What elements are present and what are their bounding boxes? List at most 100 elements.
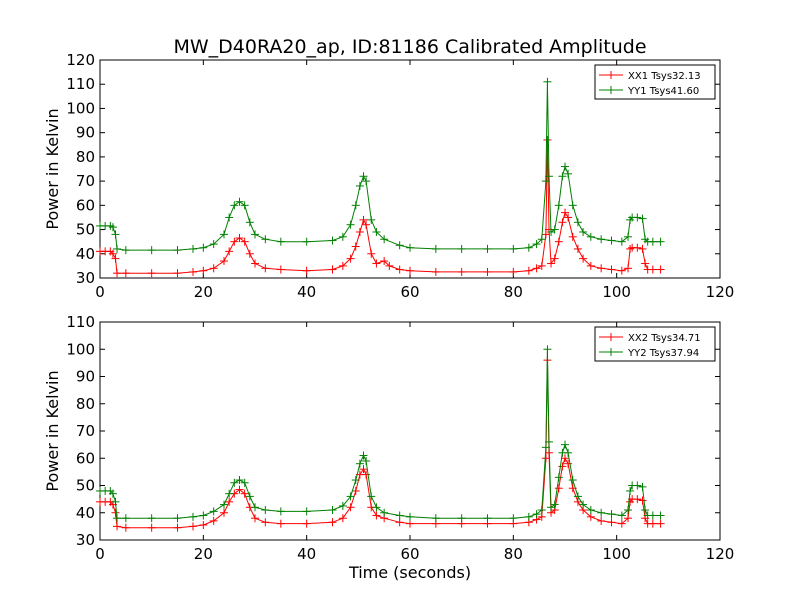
legend-box <box>594 64 716 100</box>
data-point <box>633 495 642 504</box>
data-point <box>359 465 368 474</box>
data-point <box>121 269 130 278</box>
data-point <box>245 218 254 227</box>
data-point <box>483 267 492 276</box>
data-point <box>111 254 120 263</box>
data-point <box>261 264 270 273</box>
data-point <box>509 267 518 276</box>
data-point <box>225 213 234 222</box>
data-point <box>173 269 182 278</box>
y-tick-label: 110 <box>66 75 95 93</box>
data-point <box>648 519 657 528</box>
data-point <box>573 244 582 253</box>
data-point <box>220 500 228 509</box>
data-point <box>199 521 208 530</box>
data-point <box>251 230 259 239</box>
data-point <box>607 510 616 519</box>
data-point <box>558 218 567 227</box>
data-point <box>338 232 347 241</box>
data-point <box>554 237 563 246</box>
data-point <box>199 243 208 252</box>
data-point <box>220 230 228 239</box>
legend-label: XX1 Tsys32.13 <box>628 71 701 82</box>
y-tick-label: 50 <box>76 221 95 239</box>
data-point <box>541 443 550 452</box>
data-point <box>607 236 616 245</box>
data-point <box>372 511 381 520</box>
data-point <box>554 473 563 482</box>
y-tick-label: 110 <box>66 313 95 331</box>
x-tick-label: 100 <box>602 545 631 563</box>
data-point <box>532 510 541 519</box>
data-point <box>380 508 389 517</box>
data-point <box>597 516 606 525</box>
data-point <box>626 486 635 495</box>
x-tick-label: 120 <box>706 283 735 301</box>
data-point <box>235 476 244 485</box>
legend-label: YY1 Tsys41.60 <box>627 86 699 97</box>
y-tick-label: 90 <box>76 124 95 142</box>
data-point <box>230 237 239 246</box>
data-point <box>586 506 595 515</box>
bottom-subplot: 0 20 40 60 80 100 120 30 40 50 60 70 80 90 100 110 Power… <box>43 313 734 582</box>
data-point <box>372 503 381 512</box>
data-point <box>550 225 559 234</box>
x-tick-label: 0 <box>95 283 105 301</box>
data-point <box>235 197 244 206</box>
data-point <box>564 213 573 222</box>
x-tick-label: 20 <box>194 283 213 301</box>
data-point <box>240 478 249 487</box>
data-point <box>367 249 376 258</box>
data-point <box>561 208 569 217</box>
data-point <box>532 240 541 249</box>
data-point <box>209 240 218 249</box>
data-point <box>240 201 249 210</box>
data-point <box>624 232 633 241</box>
data-point <box>633 213 642 222</box>
x-tick-label: 60 <box>400 283 419 301</box>
x-tick-label: 60 <box>400 545 419 563</box>
data-point <box>638 214 647 223</box>
data-point <box>641 506 650 515</box>
data-point <box>395 511 404 520</box>
data-point <box>541 454 550 463</box>
data-point <box>579 500 588 509</box>
data-point <box>328 265 337 274</box>
data-point <box>173 246 182 255</box>
data-point <box>624 506 633 515</box>
data-point <box>395 265 404 274</box>
y-axis-label: Power in Kelvin <box>43 108 62 229</box>
data-point <box>302 237 311 246</box>
data-point <box>261 235 270 244</box>
data-point <box>431 514 440 523</box>
data-point <box>302 266 311 275</box>
data-point <box>544 437 553 446</box>
data-point <box>406 243 414 252</box>
y-tick-label: 40 <box>76 245 95 263</box>
data-point <box>189 267 197 276</box>
data-point <box>199 511 208 520</box>
data-point <box>173 523 182 532</box>
y-tick-label: 80 <box>76 395 95 413</box>
data-point <box>240 237 249 246</box>
data-point <box>220 508 228 517</box>
data-point <box>561 162 569 171</box>
data-point <box>302 519 311 528</box>
data-point <box>385 261 394 270</box>
data-point <box>406 512 414 521</box>
data-point <box>346 254 355 263</box>
top-subplot: 0 20 40 60 80 100 120 30 40 50 60 70 80 90 100 110 120 Po… <box>43 51 734 301</box>
data-point <box>328 518 337 527</box>
data-point <box>586 512 595 521</box>
data-point <box>189 522 197 531</box>
data-point <box>362 470 371 479</box>
data-point <box>638 244 647 253</box>
data-point <box>564 448 573 457</box>
data-point <box>235 234 244 243</box>
x-tick-label: 0 <box>95 545 105 563</box>
data-point <box>346 220 355 229</box>
data-point <box>346 503 355 512</box>
data-point <box>111 230 120 239</box>
data-point <box>617 237 626 246</box>
data-point <box>395 518 404 527</box>
